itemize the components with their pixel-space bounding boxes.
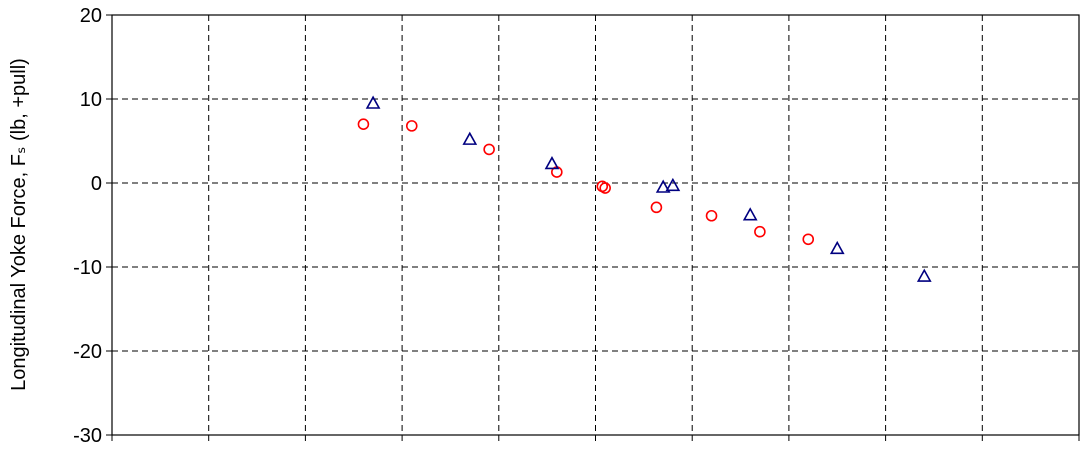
data-point-circle: [483, 143, 495, 156]
y-tick-label: -20: [73, 341, 102, 363]
data-point-circle: [754, 225, 766, 238]
data-point-triangle: [916, 268, 932, 282]
data-point-circle: [599, 182, 611, 194]
data-point-triangle: [365, 95, 381, 109]
data-point-triangle: [742, 207, 758, 221]
data-point-circle: [650, 201, 663, 214]
y-tick-label: -10: [73, 257, 102, 279]
y-tick-label: -30: [73, 425, 102, 447]
data-point-triangle: [665, 177, 681, 192]
data-points: [357, 95, 932, 282]
data-point-triangle: [829, 240, 845, 255]
data-point-circle: [802, 233, 815, 246]
y-tick-label: 20: [80, 5, 102, 27]
y-ticks: 20 10 0 -10 -20 -30: [73, 5, 112, 447]
data-point-circle: [405, 120, 418, 132]
data-point-triangle: [544, 156, 560, 170]
y-tick-label: 10: [80, 89, 102, 111]
plot-area: [111, 14, 1080, 436]
data-point-circle: [705, 209, 718, 222]
data-point-triangle: [462, 131, 478, 145]
data-point-triangle: [655, 179, 671, 193]
y-tick-label: 0: [91, 173, 102, 195]
grid: [111, 15, 1080, 441]
data-point-circle: [357, 118, 370, 130]
